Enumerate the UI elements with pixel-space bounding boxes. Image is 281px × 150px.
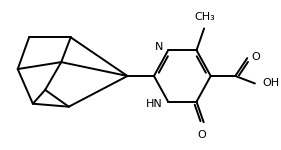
Text: O: O [251, 52, 260, 62]
Text: N: N [155, 42, 164, 52]
Text: CH₃: CH₃ [195, 12, 216, 21]
Text: O: O [197, 130, 206, 140]
Text: OH: OH [262, 78, 280, 88]
Text: HN: HN [146, 99, 162, 109]
